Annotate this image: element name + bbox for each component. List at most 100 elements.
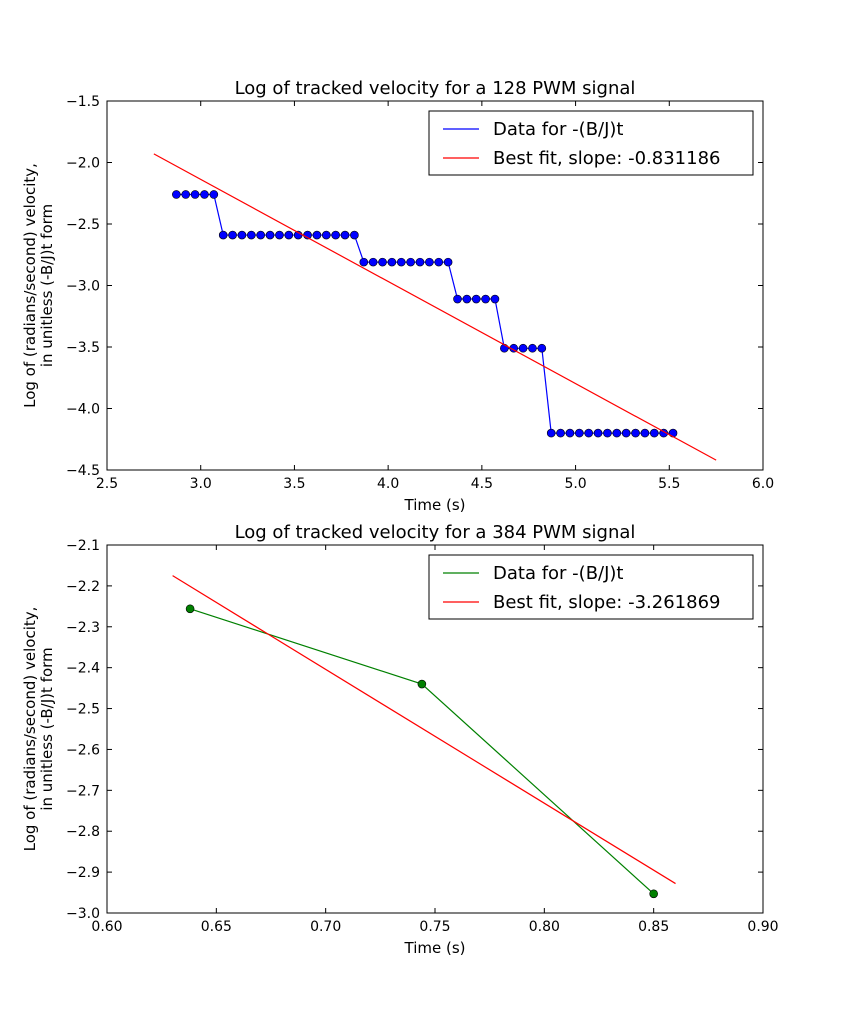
x-tick-label: 0.85 [638,919,669,935]
chart-title: Log of tracked velocity for a 384 PWM si… [235,522,636,543]
data-point [321,230,331,240]
x-tick-label: 0.60 [91,919,122,935]
data-point [415,257,425,267]
y-axis-label-line: in unitless (-B/J)t form [38,204,56,367]
y-axis-label-line: Log of (radians/second) velocity, [21,163,39,408]
x-tick-label: 0.80 [529,919,560,935]
y-tick-label: −2.3 [66,620,100,636]
data-point [228,230,237,240]
series-2 [153,153,717,461]
y-axis-label-line: in unitless (-B/J)t form [38,647,56,810]
y-tick-label: −2.9 [66,865,100,881]
y-tick-label: −2.7 [66,783,100,799]
chart-1: 2.5 3.0 3.5 4.0 4.5 5.0 5.5 6.0 −1.5 −2.0 −2.5 −3.0… [21,78,774,514]
x-axis-label: Time (s) [404,496,466,514]
data-point [528,343,537,353]
data-point [200,190,209,199]
data-point [350,230,359,240]
data-point [490,294,500,304]
data-point [181,190,191,199]
x-tick-label: 3.5 [283,476,305,492]
y-tick-label: −3.0 [66,906,100,922]
legend: Data for -(B/J)t Best fit, slope: -3.2618… [428,554,754,620]
x-tick-label: 0.70 [310,919,341,935]
y-tick-label: −3.5 [66,340,100,356]
data-point [312,230,322,240]
data-point [209,190,219,199]
data-point [237,230,247,240]
fit-line [153,153,717,461]
y-axis-label: Log of (radians/second) velocity,in unit… [21,163,56,408]
y-tick-label: −2.0 [66,156,100,172]
x-tick-label: 3.0 [190,476,212,492]
legend-box [428,110,754,176]
y-tick-label: −4.0 [66,402,100,418]
data-point [462,294,472,304]
y-tick-label: −3.0 [66,279,100,295]
x-tick-label: 2.5 [96,476,118,492]
data-point [387,257,397,267]
data-point [331,230,340,240]
data-point [565,428,575,438]
data-point [368,257,378,267]
y-tick-label: −2.2 [66,579,100,595]
data-point [612,428,622,438]
x-tick-label: 5.0 [564,476,586,492]
data-point [537,343,547,353]
data-point [172,190,181,199]
data-point [453,294,462,304]
chart-2: 0.60 0.65 0.70 0.75 0.80 0.85 0.90 −2.1 −2.2 −2.3… [21,522,779,957]
data-point [434,257,444,267]
x-tick-label: 4.5 [471,476,493,492]
data-point [603,428,612,438]
x-axis-label: Time (s) [404,939,466,957]
x-tick-label: 6.0 [752,476,774,492]
series-2 [172,575,676,885]
data-point [275,230,284,240]
data-point [593,428,603,438]
data-point [649,889,658,899]
data-point [247,230,256,240]
data-point [621,428,631,438]
data-point [406,257,415,267]
data-point [518,343,528,353]
legend-entry: Data for -(B/J)t [493,119,624,140]
legend-entry: Data for -(B/J)t [493,563,624,584]
data-point [265,230,275,240]
legend-entry: Best fit, slope: -0.831186 [493,148,720,169]
y-axis-label-line: Log of (radians/second) velocity, [21,607,39,852]
data-point [575,428,584,438]
y-tick-label: −2.1 [66,538,100,554]
chart-title: Log of tracked velocity for a 128 PWM si… [235,78,636,99]
data-point [668,428,678,438]
data-point [417,679,427,689]
data-point [425,257,434,267]
x-tick-label: 0.90 [747,919,778,935]
data-point [546,428,556,438]
x-tick-label: 0.75 [419,919,450,935]
data-point [396,257,406,267]
y-axis-label: Log of (radians/second) velocity,in unit… [21,607,56,852]
y-tick-label: −2.8 [66,824,100,840]
data-point [471,294,481,304]
y-tick-label: −2.6 [66,742,100,758]
data-point [481,294,490,304]
data-point [649,428,659,438]
y-tick-label: −2.5 [66,217,100,233]
data-point [640,428,650,438]
y-tick-label: −2.4 [66,661,100,677]
data-point [378,257,387,267]
data-point [190,190,200,199]
data-point [556,428,565,438]
y-tick-label: −1.5 [66,94,100,110]
x-tick-label: 4.0 [377,476,399,492]
data-point [284,230,294,240]
data-point [443,257,453,267]
y-tick-label: −2.5 [66,702,100,718]
x-tick-label: 5.5 [658,476,680,492]
data-point [185,604,195,614]
data-point [340,230,350,240]
fit-line [172,575,676,885]
series-1 [172,190,678,438]
